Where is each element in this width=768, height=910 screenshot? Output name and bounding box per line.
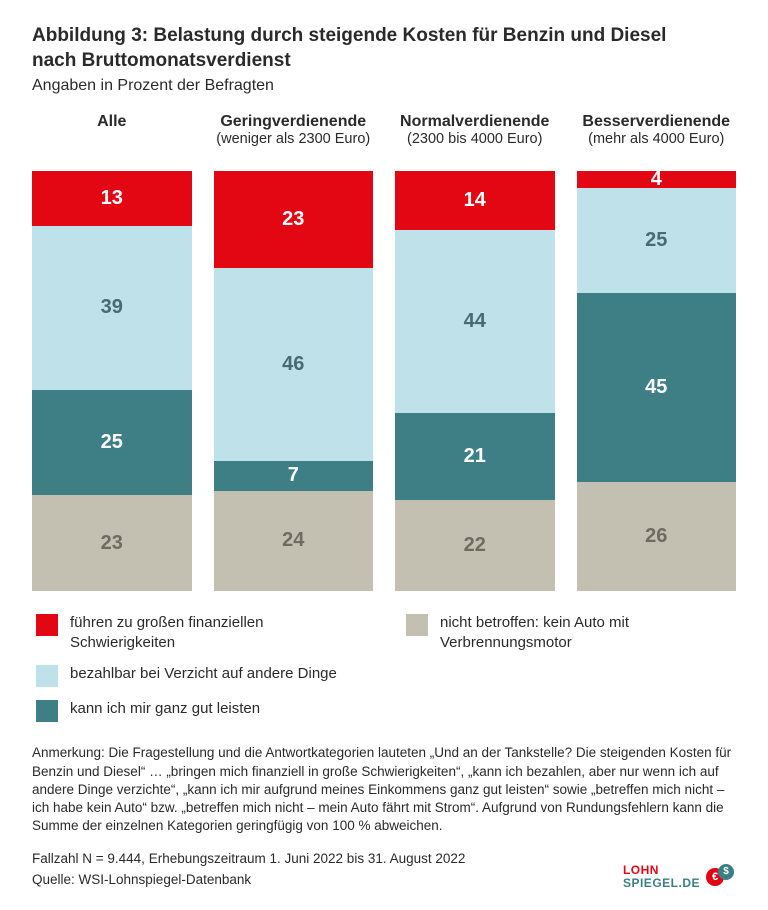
stacked-bar: 14442122 [395, 171, 555, 591]
bar-segment: 23 [32, 495, 192, 592]
legend-label: führen zu großen finanziellen Schwierigk… [70, 613, 366, 652]
figure-note: Anmerkung: Die Fragestellung und die Ant… [32, 744, 736, 835]
legend-label: kann ich mir ganz gut leisten [70, 699, 260, 719]
bar-segment: 7 [214, 461, 374, 490]
column-subtitle: (mehr als 4000 Euro) [582, 131, 730, 147]
chart-column: Alle 13392523 [32, 113, 192, 591]
stacked-bar-chart: Alle13392523Geringverdienende(weniger al… [32, 113, 736, 591]
bar-segment: 25 [32, 390, 192, 495]
title-line-2: nach Bruttomonatsverdienst [32, 50, 291, 71]
legend-item: kann ich mir ganz gut leisten [36, 699, 366, 722]
coin-dollar-icon: $ [718, 864, 734, 880]
figure-title: Abbildung 3: Belastung durch steigende K… [32, 24, 736, 73]
column-header: Alle [97, 113, 126, 167]
bar-segment: 23 [214, 171, 374, 268]
bar-segment: 45 [577, 293, 737, 482]
figure-subtitle: Angaben in Prozent der Befragten [32, 77, 736, 95]
stacked-bar: 13392523 [32, 171, 192, 591]
column-title: Normalverdienende [400, 113, 549, 131]
column-title: Geringverdienende [216, 113, 370, 131]
legend-item: führen zu großen finanziellen Schwierigk… [36, 613, 366, 652]
chart-column: Normalverdienende(2300 bis 4000 Euro)144… [395, 113, 555, 591]
meta-info: Fallzahl N = 9.444, Erhebungszeitraum 1.… [32, 849, 465, 890]
bar-segment: 46 [214, 268, 374, 461]
column-header: Normalverdienende(2300 bis 4000 Euro) [400, 113, 549, 167]
footer: Fallzahl N = 9.444, Erhebungszeitraum 1.… [32, 849, 736, 890]
legend: führen zu großen finanziellen Schwierigk… [36, 613, 736, 722]
lohnspiegel-logo: LOHN SPIEGEL.DE € $ [623, 864, 736, 890]
stacked-bar: 2346724 [214, 171, 374, 591]
bar-segment: 13 [32, 171, 192, 226]
bar-segment: 4 [577, 171, 737, 188]
logo-line-2: SPIEGEL.DE [623, 876, 700, 890]
legend-item: bezahlbar bei Verzicht auf andere Dinge [36, 664, 366, 687]
column-subtitle: (weniger als 2300 Euro) [216, 131, 370, 147]
legend-swatch [406, 614, 428, 636]
meta-line-1: Fallzahl N = 9.444, Erhebungszeitraum 1.… [32, 849, 465, 869]
legend-item: nicht betroffen: kein Auto mit Verbrennu… [406, 613, 736, 652]
chart-column: Besserverdienende(mehr als 4000 Euro)425… [577, 113, 737, 591]
stacked-bar: 4254526 [577, 171, 737, 591]
bar-segment: 44 [395, 230, 555, 413]
logo-coins-icon: € $ [706, 864, 736, 890]
legend-label: bezahlbar bei Verzicht auf andere Dinge [70, 664, 337, 684]
bar-segment: 24 [214, 491, 374, 592]
logo-text: LOHN SPIEGEL.DE [623, 864, 700, 889]
legend-item [406, 664, 736, 687]
column-title: Besserverdienende [582, 113, 730, 131]
legend-swatch [36, 614, 58, 636]
meta-line-2: Quelle: WSI-Lohnspiegel-Datenbank [32, 870, 465, 890]
bar-segment: 39 [32, 226, 192, 390]
title-line-1: Abbildung 3: Belastung durch steigende K… [32, 25, 666, 46]
chart-column: Geringverdienende(weniger als 2300 Euro)… [214, 113, 374, 591]
legend-item [406, 699, 736, 722]
bar-segment: 26 [577, 482, 737, 591]
column-title: Alle [97, 113, 126, 131]
legend-swatch [36, 665, 58, 687]
column-header: Besserverdienende(mehr als 4000 Euro) [582, 113, 730, 167]
legend-label: nicht betroffen: kein Auto mit Verbrennu… [440, 613, 736, 652]
bar-segment: 14 [395, 171, 555, 229]
column-header: Geringverdienende(weniger als 2300 Euro) [216, 113, 370, 167]
column-subtitle: (2300 bis 4000 Euro) [400, 131, 549, 147]
bar-segment: 21 [395, 413, 555, 500]
legend-swatch [36, 700, 58, 722]
bar-segment: 25 [577, 188, 737, 293]
figure-container: Abbildung 3: Belastung durch steigende K… [0, 0, 768, 910]
bar-segment: 22 [395, 500, 555, 591]
